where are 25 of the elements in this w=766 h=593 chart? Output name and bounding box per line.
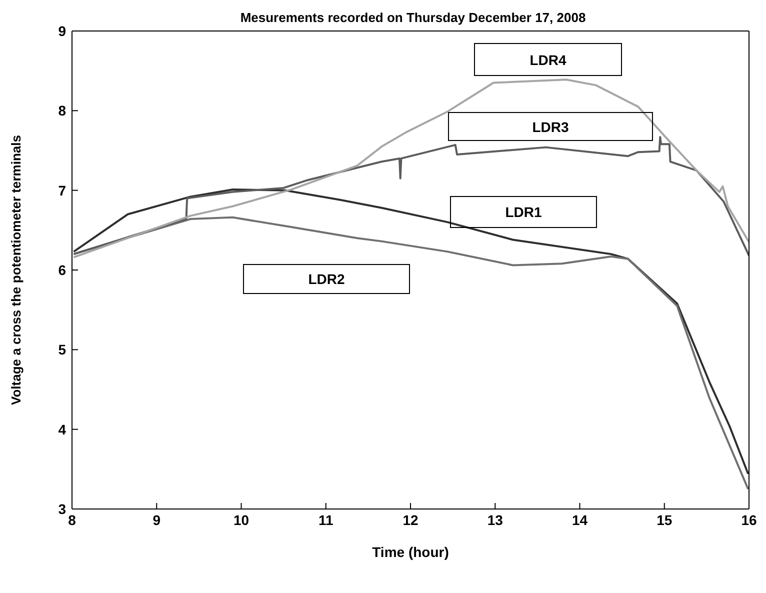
x-tick-label: 15 bbox=[656, 512, 672, 528]
text: LDR2 bbox=[308, 271, 345, 287]
y-tick-label: 8 bbox=[58, 102, 66, 119]
x-tick-label: 14 bbox=[572, 512, 588, 528]
series-label: LDR1 bbox=[505, 204, 542, 220]
x-tick-label: 8 bbox=[68, 512, 76, 528]
y-tick-label: 3 bbox=[58, 500, 66, 517]
y-tick-label: 7 bbox=[58, 182, 66, 198]
x-tick-label: 16 bbox=[741, 512, 757, 528]
line-series bbox=[72, 136, 749, 257]
x-tick-label: 11 bbox=[318, 512, 334, 528]
chart-title: Mesurements recorded on Thursday December 17, 2008 bbox=[239, 10, 587, 25]
series-label: LDR3 bbox=[532, 118, 569, 134]
x-tick-label: 12 bbox=[402, 512, 418, 528]
x-tick-label: 9 bbox=[152, 512, 161, 528]
x-tick-label: 13 bbox=[487, 512, 504, 528]
series-label: LDR4 bbox=[530, 52, 566, 68]
x-tick-label: 10 bbox=[233, 512, 250, 528]
y-tick-label: 5 bbox=[58, 342, 66, 358]
x-axis-title: Time (hour) bbox=[372, 544, 449, 560]
y-tick-label: 6 bbox=[58, 262, 66, 278]
y-axis-title: Voltage a cross the potentiometer terminals bbox=[8, 135, 24, 405]
y-tick-label: 4 bbox=[58, 421, 66, 438]
y-tick-label: 9 bbox=[58, 22, 66, 39]
line-series bbox=[72, 78, 749, 258]
